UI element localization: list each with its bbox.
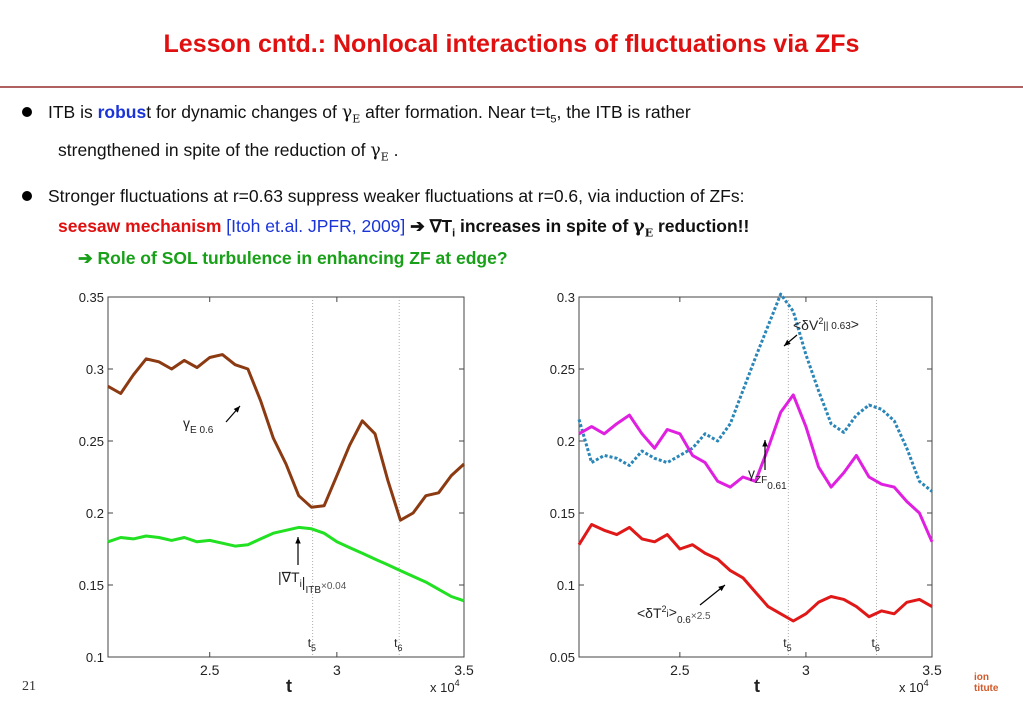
y-tick-label: 0.2 [86, 506, 104, 521]
plot-frame [578, 296, 933, 658]
x-exponent-label: x 104 [899, 678, 929, 695]
title-divider [0, 86, 1023, 88]
x-tick-label: 3 [333, 662, 341, 678]
series-line-2 [577, 523, 933, 623]
series-label-0: <δV2|| 0.63> [793, 316, 859, 333]
bullet-dot [22, 107, 32, 117]
bullet-itb-robust: ITB is robust for dynamic changes of γE … [22, 97, 1002, 172]
y-tick-label: 0.3 [557, 290, 575, 305]
plot-frame [107, 296, 465, 658]
vline-label: t6 [394, 636, 402, 653]
y-tick-label: 0.1 [557, 578, 575, 593]
y-tick-label: 0.3 [86, 362, 104, 377]
bullet-seesaw: Stronger fluctuations at r=0.63 suppress… [22, 181, 1012, 249]
y-tick-label: 0.2 [557, 434, 575, 449]
series-line-0 [107, 353, 466, 522]
vline-label: t5 [783, 636, 791, 653]
bullet-dot [22, 191, 32, 201]
annotation-arrowhead [784, 339, 791, 346]
series-line-1 [107, 525, 465, 603]
gamma-symbol: γ [341, 103, 353, 123]
y-tick-label: 0.25 [79, 434, 104, 449]
x-axis-label: t [286, 676, 292, 696]
y-tick-label: 0.05 [550, 650, 575, 665]
annotation-arrowhead [718, 585, 725, 592]
institute-logo: ion titute [974, 672, 999, 694]
x-exponent-label: x 104 [430, 678, 460, 695]
x-tick-label: 3.5 [454, 662, 474, 678]
vline-label: t5 [308, 636, 316, 653]
y-tick-label: 0.1 [86, 650, 104, 665]
series-line-1 [578, 393, 934, 543]
y-tick-label: 0.35 [79, 290, 104, 305]
y-tick-label: 0.15 [550, 506, 575, 521]
slide-title: Lesson cntd.: Nonlocal interactions of f… [163, 30, 860, 58]
annotation-arrowhead [295, 537, 301, 544]
x-tick-label: 2.5 [670, 662, 690, 678]
x-tick-label: 3.5 [922, 662, 942, 678]
x-axis-label: t [754, 676, 760, 696]
vline-label: t6 [872, 636, 880, 653]
annotation-arrowhead [233, 406, 240, 413]
x-tick-label: 3 [802, 662, 810, 678]
sol-turbulence-question: ➔ Role of SOL turbulence in enhancing ZF… [78, 248, 508, 268]
annotation-arrowhead [762, 440, 768, 447]
x-tick-label: 2.5 [200, 662, 220, 678]
y-tick-label: 0.15 [79, 578, 104, 593]
y-tick-label: 0.25 [550, 362, 575, 377]
page-number: 21 [22, 679, 36, 694]
